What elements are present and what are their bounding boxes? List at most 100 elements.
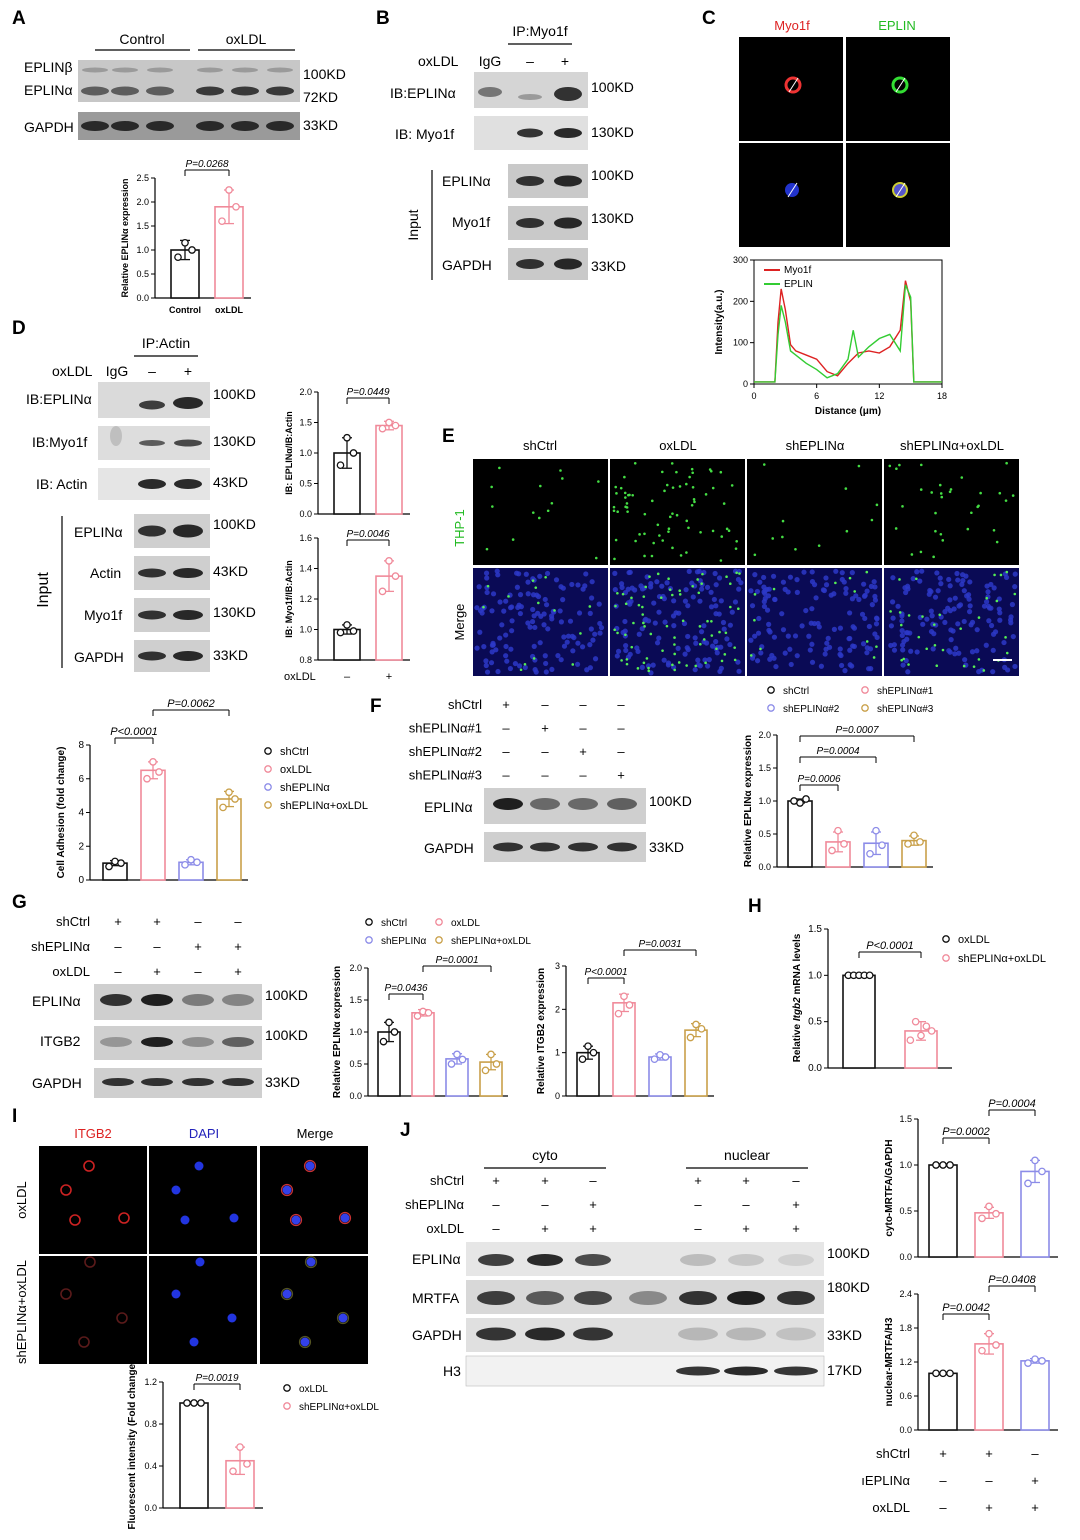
condition-sign: + <box>194 939 202 954</box>
marker-100kd: 100KD <box>213 386 256 402</box>
cell-dot <box>979 491 982 495</box>
cell-dot <box>725 575 728 579</box>
y-tick-label: 0.0 <box>136 293 149 303</box>
cell-dot <box>673 643 676 646</box>
nucleus-dot <box>659 583 665 589</box>
bar <box>648 1056 672 1097</box>
nucleus-dot <box>920 621 926 627</box>
y-axis-title: Fluorescent intensity (Fold change) <box>127 1361 138 1530</box>
condition-label: shCtrl <box>430 1173 464 1188</box>
dapi-nucleus <box>180 1215 190 1225</box>
blot-band <box>568 798 598 810</box>
chart-i: 0.0 0.4 0.8 1.2 Fluorescent intensity (Fold … <box>127 1361 263 1530</box>
nucleus-dot <box>899 642 906 648</box>
legend-marker <box>264 783 272 791</box>
micrograph <box>149 1256 257 1364</box>
cell-dot <box>638 533 641 536</box>
nucleus-dot <box>576 610 583 616</box>
nucleus-dot <box>525 579 531 585</box>
blot-band <box>568 842 598 852</box>
cell-dot <box>1004 499 1008 502</box>
row-gapdh: GAPDH <box>424 840 474 856</box>
p-value-label: P=0.0004 <box>988 1098 1035 1110</box>
y-axis-title-part: Relative <box>792 1021 803 1062</box>
nucleus-dot <box>517 610 523 617</box>
dapi-nucleus <box>195 1257 205 1267</box>
condition-sign: – <box>114 964 122 979</box>
nucleus-dot <box>627 651 633 657</box>
cell-dot <box>865 570 869 574</box>
cell-dot <box>995 540 999 544</box>
legend-marker <box>365 918 373 926</box>
nucleus-dot <box>716 611 722 617</box>
bands-gapdh <box>81 121 294 131</box>
cell-dot <box>625 658 629 661</box>
nucleus-dot <box>748 637 754 643</box>
cell-dot <box>677 661 681 664</box>
nucleus-dot <box>873 621 880 627</box>
marker-180kd: 180KD <box>827 1279 870 1295</box>
cell-dot <box>696 578 699 581</box>
nucleus-dot <box>639 626 645 632</box>
cell-dot <box>670 462 674 465</box>
nucleus-dot <box>794 653 800 659</box>
nucleus-dot <box>685 633 691 640</box>
cell-dot <box>531 511 535 514</box>
nucleus-dot <box>961 588 967 594</box>
legend-label: oxLDL <box>280 764 312 776</box>
input-gapdh: GAPDH <box>442 257 492 273</box>
nucleus-dot <box>522 664 528 671</box>
data-point <box>378 424 387 433</box>
bands-g <box>100 994 254 1086</box>
row-h3: H3 <box>443 1363 461 1379</box>
nucleus-dot <box>656 635 662 641</box>
row-thp1: THP-1 <box>452 509 467 547</box>
blot-band <box>678 1327 718 1341</box>
cell-dot <box>511 538 515 541</box>
condition-label: shEPLINα#3 <box>409 768 482 783</box>
cell-dot <box>681 619 685 623</box>
legend-marker <box>435 918 443 926</box>
cell-dot <box>685 551 688 554</box>
cell-dot <box>749 654 753 657</box>
nucleus-dot <box>626 569 632 576</box>
nucleus-dot <box>476 584 482 590</box>
nucleus-dot <box>928 608 934 614</box>
condition-sign: + <box>792 1197 800 1212</box>
panel-i: I ITGB2 DAPI Merge oxLDL shEPLINα+oxLDL … <box>12 1106 379 1529</box>
p-value-label: P=0.0019 <box>195 1373 239 1384</box>
micrograph-thp1 <box>473 459 608 565</box>
nucleus-dot <box>682 651 688 657</box>
condition-sign: – <box>114 939 122 954</box>
chart-d2: 0.8 1.0 1.2 1.4 1.6 IB: Myo1f/IB:Actin P=0.004… <box>284 529 410 683</box>
data-point <box>343 433 351 442</box>
cell-dot <box>704 493 708 496</box>
y-tick-label: 2 <box>78 841 84 852</box>
nucleus-dot <box>549 616 555 622</box>
blot-band <box>478 87 502 97</box>
cell-dot <box>613 557 616 561</box>
cell-dot <box>673 652 676 656</box>
cell-dot <box>753 618 756 622</box>
merge-ring <box>298 1335 312 1349</box>
nucleus-dot <box>809 569 815 575</box>
legend-marker <box>861 704 869 712</box>
p-value-label: P=0.0449 <box>346 387 390 398</box>
cell-dot <box>907 663 910 666</box>
p-value-label: P=0.0002 <box>942 1126 989 1138</box>
nucleus-dot <box>570 648 576 654</box>
nucleus-dot <box>483 658 489 664</box>
condition-sign: – <box>1031 1446 1039 1461</box>
cell-dot <box>588 605 592 608</box>
nucleus-dot <box>984 583 990 589</box>
nucleus-dot <box>592 631 598 637</box>
nucleus-dot <box>704 584 711 590</box>
marker-43kd: 43KD <box>213 563 248 579</box>
marker-100kd: 100KD <box>303 66 346 82</box>
cell-dot <box>656 523 660 527</box>
cell-dot <box>597 480 600 483</box>
nucleus-dot <box>583 571 589 577</box>
nucleus-dot <box>868 666 874 672</box>
nucleus-dot <box>671 623 677 629</box>
condition-sign: – <box>541 768 549 783</box>
